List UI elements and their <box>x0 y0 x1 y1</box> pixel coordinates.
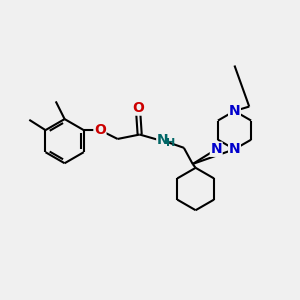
Text: N: N <box>229 104 240 118</box>
Text: N: N <box>229 142 240 156</box>
Text: N: N <box>210 142 222 156</box>
Text: N: N <box>157 134 169 147</box>
Text: H: H <box>166 138 175 148</box>
Text: O: O <box>132 101 144 115</box>
Text: O: O <box>94 123 106 137</box>
Text: N: N <box>229 142 240 156</box>
